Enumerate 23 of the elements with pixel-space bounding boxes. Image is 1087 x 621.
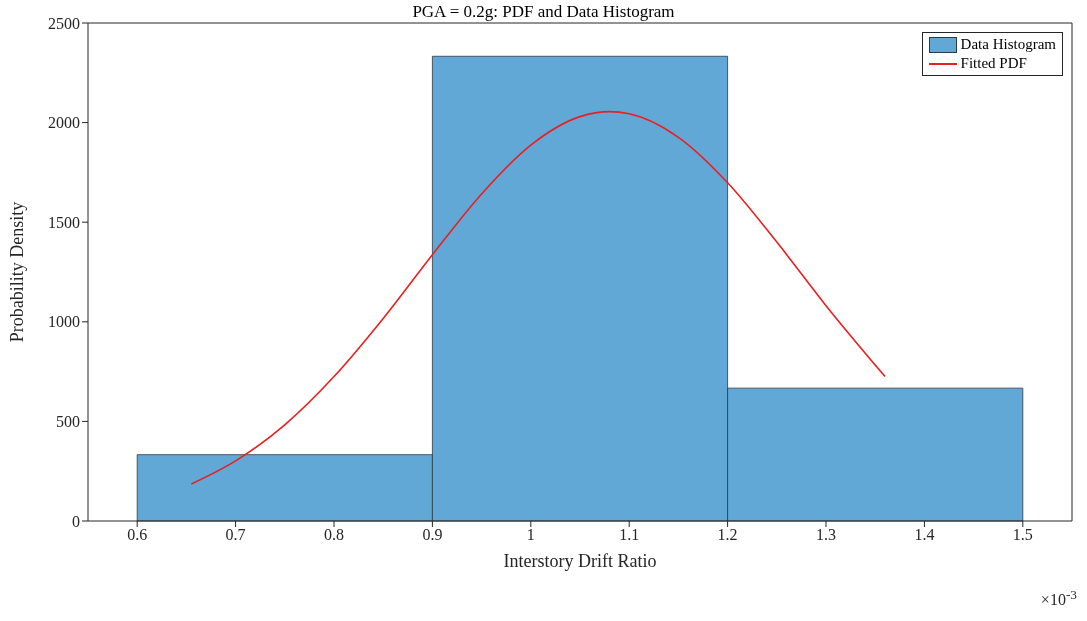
x-tick-label: 1.4 — [914, 526, 935, 544]
legend-label: Fitted PDF — [960, 54, 1027, 73]
y-tick-label: 1000 — [48, 313, 80, 331]
x-tick-label: 1.2 — [717, 526, 738, 544]
y-tick-label: 2000 — [48, 114, 80, 132]
x-tick-label: 1.3 — [816, 526, 836, 544]
y-axis-title: Probability Density — [7, 201, 28, 343]
y-tick-label: 500 — [56, 413, 80, 431]
line-series — [190, 110, 886, 485]
x-tick-label: 0.7 — [225, 526, 246, 544]
y-tick-label: 0 — [72, 512, 80, 530]
x-axis-title: Interstory Drift Ratio — [503, 551, 657, 571]
x-tick-label: 0.9 — [422, 526, 443, 544]
legend-label: Data Histogram — [960, 35, 1056, 54]
x-tick-label: 0.6 — [127, 526, 148, 544]
y-tick-label: 2500 — [48, 14, 80, 32]
x-tick-label: 0.8 — [324, 526, 344, 544]
y-tick-label: 1500 — [48, 213, 80, 231]
chart-title: PGA = 0.2g: PDF and Data Histogram — [412, 2, 675, 21]
text: ×10$^{-3}$ — [1040, 586, 1077, 609]
x-tick-label: 1 — [526, 526, 535, 544]
x-tick-label: 1.1 — [619, 526, 640, 544]
x-tick-label: 1.5 — [1012, 526, 1033, 544]
